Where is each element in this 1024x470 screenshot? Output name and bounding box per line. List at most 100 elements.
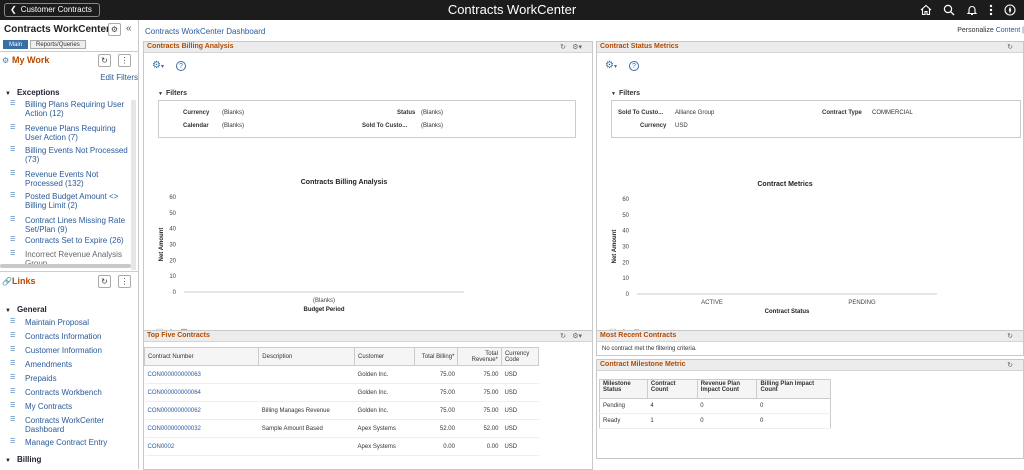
table-cell: 52.00 [414,419,458,438]
column-header[interactable]: Description [258,347,356,366]
links-refresh-button[interactable]: ↻ [98,275,111,288]
general-link[interactable]: ☰ Contracts WorkCenter Dashboard [10,416,128,434]
general-link[interactable]: ☰ Amendments [10,360,128,369]
refresh-icon[interactable]: ↻ [1007,333,1013,340]
general-link[interactable]: ☰ Manage Contract Entry [10,438,128,447]
personalize-content-link[interactable]: Content | [995,27,1024,34]
gear-menu-icon[interactable]: ⚙▾ [572,333,582,340]
triangle-down-icon: ▼ [5,458,11,464]
vertical-dots-icon: ⋮ [120,276,129,286]
refresh-button[interactable]: ↻ [98,54,111,67]
list-link-icon: ☰ [10,375,16,381]
my-work-actions-button[interactable]: ⋮ [118,54,131,67]
pane-options-gear-icon[interactable]: ⚙▾ [605,60,617,71]
currency-value: USD [675,123,688,129]
table-cell: 75.00 [414,401,458,420]
help-icon[interactable]: ? [176,61,186,71]
help-icon[interactable]: ? [629,61,639,71]
vertical-scrollbar[interactable] [131,100,136,270]
column-header[interactable]: Milestone Status [599,379,648,399]
status-label: Status [397,110,416,116]
chart-title: Contracts Billing Analysis [300,179,388,186]
column-header[interactable]: Contract Count [646,379,698,399]
contract-number-link[interactable]: CON000000000063 [144,365,259,384]
gear-menu-icon[interactable]: ⚙▾ [572,44,582,51]
refresh-icon[interactable]: ↻ [560,44,566,51]
general-group[interactable]: ▼ General [5,305,47,314]
links-actions-button[interactable]: ⋮ [118,275,131,288]
navbar-compass-icon[interactable] [1004,4,1016,16]
exceptions-group[interactable]: ▼ Exceptions [5,88,60,97]
exception-link[interactable]: ☰ Billing Plans Requiring User Action (12… [10,100,128,118]
tab-main[interactable]: Main [3,40,29,49]
contract-number-link[interactable]: CON000000000064 [144,383,259,402]
refresh-icon[interactable]: ↻ [1007,44,1013,51]
exception-link[interactable]: ☰ Incorrect Revenue Analysis Group [10,250,128,264]
table-cell [258,383,355,402]
column-header[interactable]: Total Billing* [413,347,459,366]
personalize-label: Personalize [957,27,994,34]
general-link[interactable]: ☰ My Contracts [10,402,128,411]
edit-filters-link[interactable]: Edit Filters [100,73,138,82]
collapse-panel-button[interactable]: « [126,23,132,34]
exception-link-label: Billing Plans Requiring User Action (12) [25,100,125,118]
x-axis-label: Budget Period [303,307,344,313]
exception-link-label: Revenue Plans Requiring User Action (7) [25,124,116,142]
exception-link[interactable]: ☰ Revenue Plans Requiring User Action (7) [10,124,128,142]
table-cell: 75.00 [414,365,458,384]
column-header[interactable]: Customer [354,347,415,366]
pane-title: Top Five Contracts [147,332,210,339]
table-cell: USD [501,365,539,384]
column-header[interactable]: Contract Number [144,347,260,366]
general-link[interactable]: ☰ Maintain Proposal [10,318,128,327]
table-cell: Apex Systems [354,437,415,456]
y-tick-label: 30 [169,243,176,249]
table-cell: 75.00 [457,365,502,384]
column-header[interactable]: Billing Plan Impact Count [756,379,831,399]
refresh-icon[interactable]: ↻ [1007,362,1013,369]
general-link-label: Contracts WorkCenter Dashboard [25,416,104,434]
search-icon[interactable] [943,4,955,16]
y-tick-label: 60 [622,197,629,203]
exception-link[interactable]: ☰ Posted Budget Amount <> Billing Limit (… [10,192,128,210]
contract-number-link[interactable]: CON0002 [144,437,259,456]
billing-group[interactable]: ▼ Billing [5,455,42,464]
milestone-table: Milestone Status Contract Count Revenue Pl… [599,379,831,429]
general-link[interactable]: ☰ Contracts Workbench [10,388,128,397]
notification-bell-icon[interactable] [966,4,978,16]
table-cell: USD [501,401,539,420]
exception-link[interactable]: ☰ Contract Lines Missing Rate Set/Plan (9… [10,216,128,234]
exception-link[interactable]: ☰ Revenue Events Not Processed (132) [10,170,128,188]
contract-number-link[interactable]: CON000000000062 [144,401,259,420]
left-panel: Contracts WorkCenter ⚙ « Main Reports/Qu… [0,20,139,469]
column-header[interactable]: Currency Code [500,347,540,366]
personalize-bar: Personalize Content | [957,27,1024,34]
exception-link[interactable]: ☰ Billing Events Not Processed (73) [10,146,128,164]
vertical-dots-icon: ⋮ [120,55,129,65]
back-button[interactable]: ❮ Customer Contracts [4,3,100,17]
refresh-icon[interactable]: ↻ [560,333,566,340]
filters-toggle[interactable]: ▼ Filters [611,90,640,97]
calendar-value: (Blanks) [222,123,245,129]
filters-toggle[interactable]: ▼ Filters [158,90,187,97]
contract-number-link[interactable]: CON000000000032 [144,419,259,438]
general-link[interactable]: ☰ Prepaids [10,374,128,383]
y-tick-label: 10 [622,276,629,282]
pane-options-gear-icon[interactable]: ⚙▾ [152,60,164,71]
tab-reports-queries[interactable]: Reports/Queries [30,40,86,49]
horizontal-scrollbar[interactable] [0,264,131,268]
actions-menu-icon[interactable] [989,4,993,16]
page-title: Contracts WorkCenter Dashboard [145,27,266,36]
sidebar-settings-button[interactable]: ⚙ [108,23,121,36]
chevron-left-icon: ❮ [10,5,17,14]
home-icon[interactable] [920,4,932,16]
general-link[interactable]: ☰ Customer Information [10,346,128,355]
general-link[interactable]: ☰ Contracts Information [10,332,128,341]
y-tick-label: 50 [622,213,629,219]
column-header[interactable]: Revenue Plan Impact Count [696,379,758,399]
exception-link[interactable]: ☰ Contracts Set to Expire (26) [10,236,128,245]
contract-metrics-chart: 0 10 20 30 40 50 60 ACTIVE PENDING Contract Statu… [612,197,937,315]
table-cell: 0 [697,398,757,414]
column-header[interactable]: Total Revenue* [457,347,502,366]
list-link-icon: ☰ [10,217,16,223]
